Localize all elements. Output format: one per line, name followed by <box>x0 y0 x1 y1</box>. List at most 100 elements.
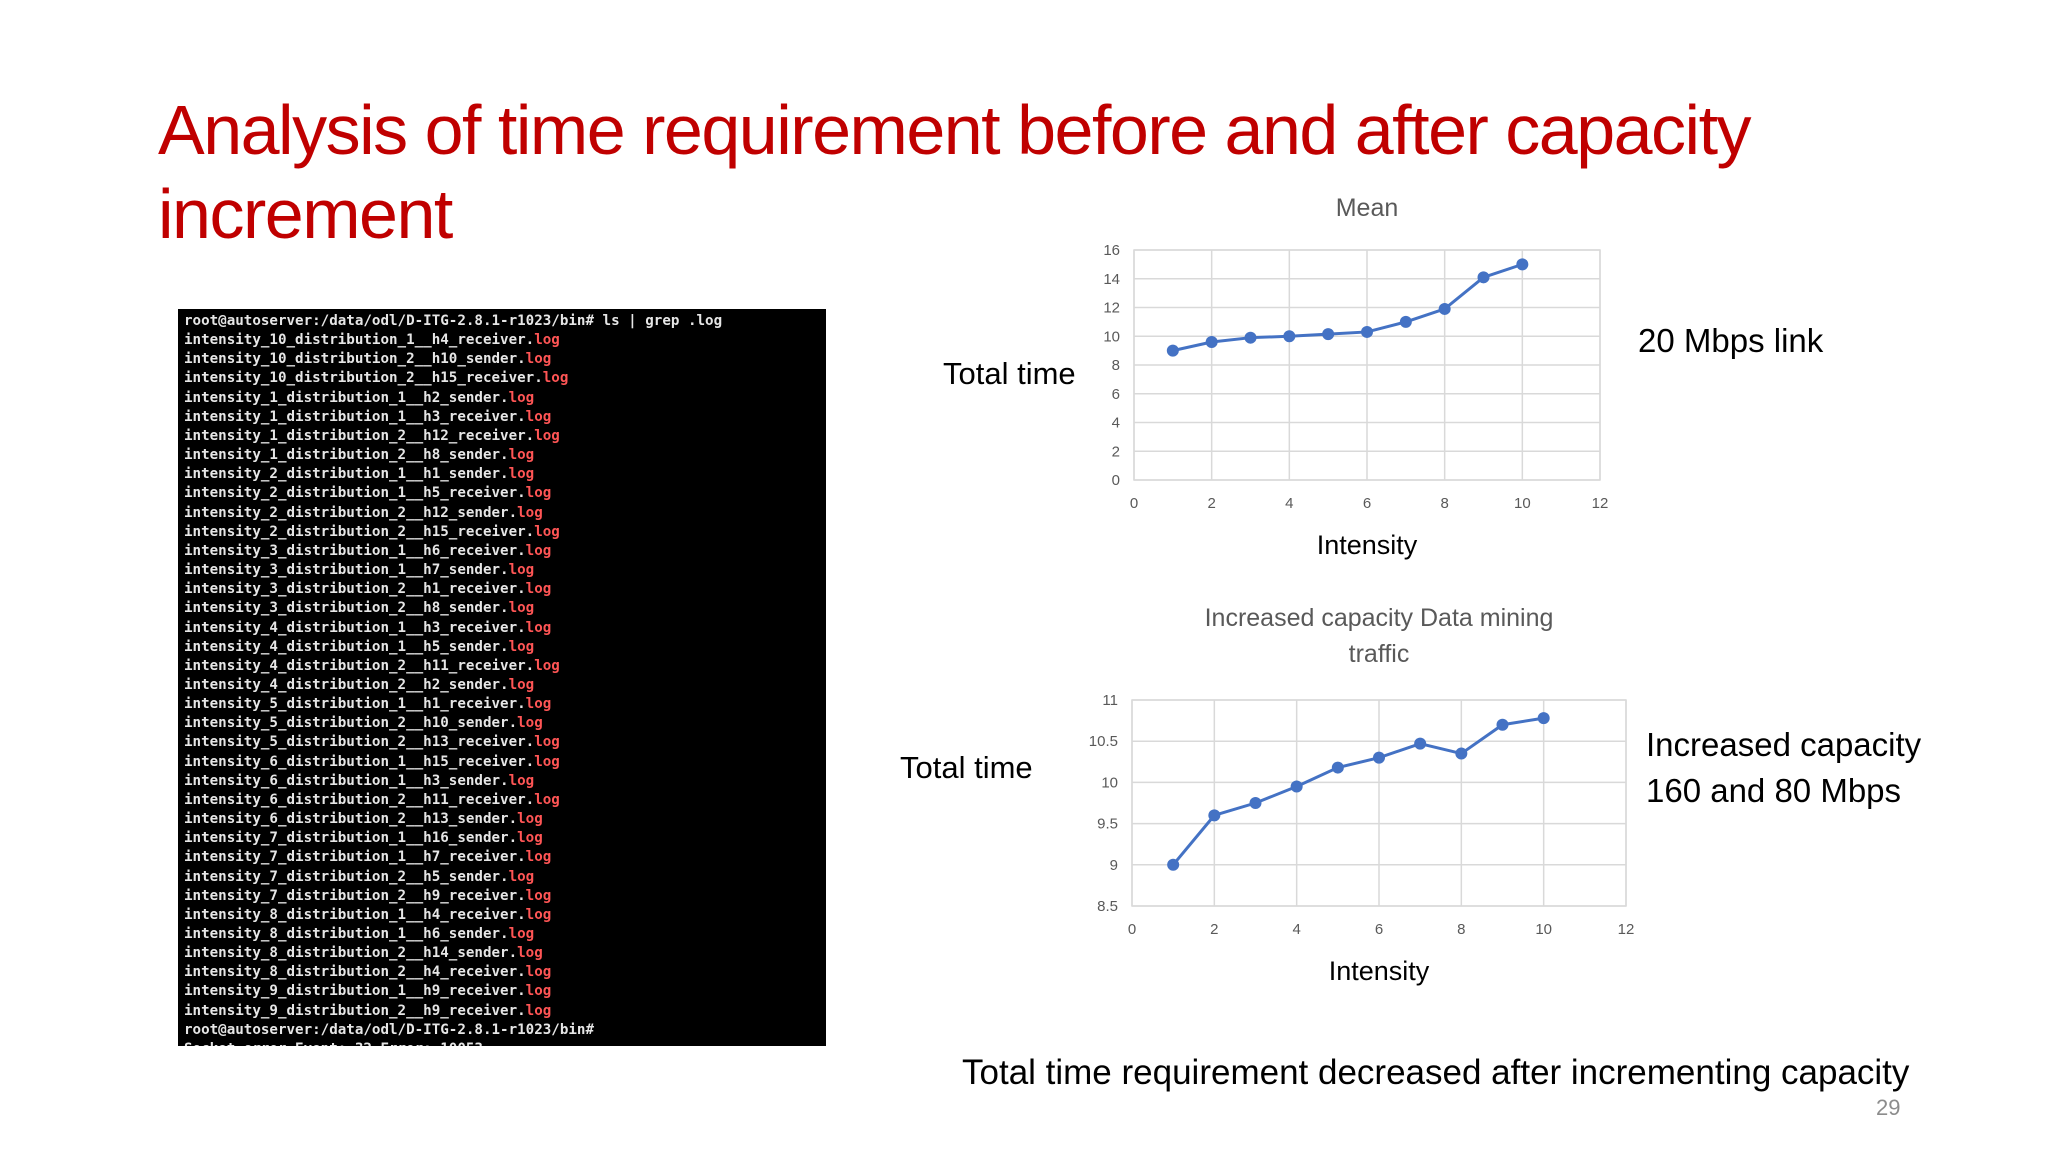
terminal-line-extension: log <box>517 945 543 962</box>
terminal-line: intensity_6_distribution_2__h11_receiver… <box>184 791 826 810</box>
terminal-line: Socket error Event: 32 Error: 10053 <box>184 1040 826 1046</box>
data-point <box>1455 747 1468 760</box>
terminal-line: intensity_8_distribution_1__h6_sender.lo… <box>184 925 826 944</box>
x-tick-label: 6 <box>1375 921 1383 938</box>
terminal-line-extension: log <box>534 753 560 770</box>
terminal-line: intensity_6_distribution_1__h3_sender.lo… <box>184 772 826 791</box>
terminal-line: intensity_10_distribution_2__h15_receive… <box>184 369 826 388</box>
y-tick-label: 6 <box>1112 386 1120 403</box>
mean-chart: Mean 0 2 4 6 8 10 12 14 16 0 2 4 6 8 10 12 Intensity <box>1060 186 1640 566</box>
data-point <box>1167 858 1180 871</box>
terminal-line: intensity_5_distribution_2__h13_receiver… <box>184 733 826 752</box>
terminal-line: intensity_4_distribution_2__h11_receiver… <box>184 657 826 676</box>
x-tick-label: 12 <box>1618 921 1635 938</box>
terminal-line: intensity_3_distribution_1__h6_receiver.… <box>184 542 826 561</box>
data-point <box>1205 336 1218 348</box>
terminal-line: intensity_5_distribution_2__h10_sender.l… <box>184 714 826 733</box>
terminal-line-extension: log <box>517 504 543 521</box>
terminal-line-extension: log <box>508 389 535 406</box>
x-tick-label: 8 <box>1440 495 1448 512</box>
terminal-line-text: root@autoserver:/data/odl/D-ITG-2.8.1-r1… <box>184 313 723 329</box>
terminal-line-extension: log <box>517 811 543 828</box>
y-tick-label: 10 <box>1103 328 1120 345</box>
link-speed-note: 20 Mbps link <box>1638 322 1824 359</box>
terminal-line-text: intensity_5_distribution_2__h13_receiver… <box>184 734 535 751</box>
y-tick-label: 9 <box>1110 857 1118 874</box>
y-tick-label: 10.5 <box>1089 733 1118 750</box>
capacity-note: Increased capacity 160 and 80 Mbps <box>1646 722 1921 814</box>
terminal-line-extension: log <box>542 370 569 387</box>
terminal-line: intensity_5_distribution_1__h1_receiver.… <box>184 695 826 714</box>
terminal-line: intensity_1_distribution_1__h3_receiver.… <box>184 408 826 427</box>
terminal-line-extension: log <box>525 581 552 598</box>
series-line <box>1172 716 1544 866</box>
x-axis-label: Intensity <box>1317 530 1418 560</box>
terminal-line-extension: log <box>534 427 560 444</box>
terminal-line-text: intensity_6_distribution_1__h3_sender. <box>184 772 509 789</box>
terminal-line: intensity_1_distribution_1__h2_sender.lo… <box>184 389 826 408</box>
slide-title: Analysis of time requirement before and … <box>158 91 1752 253</box>
terminal-line-extension: log <box>534 791 560 808</box>
chart-title: Mean <box>1336 194 1399 222</box>
data-point <box>1477 271 1490 284</box>
terminal-line-text: intensity_10_distribution_1__h4_receiver… <box>184 332 535 349</box>
data-point <box>1208 809 1221 822</box>
data-point <box>1399 315 1412 328</box>
terminal-line-text: intensity_10_distribution_2__h15_receive… <box>184 370 543 387</box>
terminal-line-text: intensity_1_distribution_1__h3_receiver. <box>184 408 526 425</box>
terminal-line-text: intensity_1_distribution_1__h2_sender. <box>184 389 509 406</box>
terminal-line-text: intensity_6_distribution_2__h13_sender. <box>184 811 518 828</box>
x-tick-label: 0 <box>1128 921 1136 938</box>
terminal-line: intensity_8_distribution_2__h14_sender.l… <box>184 944 826 963</box>
terminal-line-text: intensity_9_distribution_1__h9_receiver. <box>184 983 526 1000</box>
terminal-line-text: intensity_8_distribution_1__h4_receiver. <box>184 906 526 923</box>
terminal-line: intensity_8_distribution_1__h4_receiver.… <box>184 906 826 925</box>
terminal-line: intensity_3_distribution_1__h7_sender.lo… <box>184 561 826 580</box>
terminal-line-extension: log <box>508 772 535 789</box>
x-tick-label: 0 <box>1130 495 1138 512</box>
terminal-line: intensity_1_distribution_2__h12_receiver… <box>184 427 826 446</box>
x-tick-label: 4 <box>1292 921 1300 938</box>
terminal-line: intensity_10_distribution_1__h4_receiver… <box>184 331 826 350</box>
terminal-line-text: root@autoserver:/data/odl/D-ITG-2.8.1-r1… <box>184 1021 594 1038</box>
y-tick-label: 10 <box>1101 774 1118 791</box>
terminal-line-extension: log <box>534 657 560 674</box>
data-point <box>1516 258 1529 271</box>
terminal-line-text: intensity_6_distribution_1__h15_receiver… <box>184 753 535 770</box>
y-tick-label: 12 <box>1103 300 1120 317</box>
terminal-line-extension: log <box>525 696 552 713</box>
terminal-line-extension: log <box>525 1002 552 1019</box>
terminal-line: intensity_2_distribution_1__h1_sender.lo… <box>184 465 826 484</box>
x-tick-label: 4 <box>1285 495 1293 512</box>
y-tick-label: 2 <box>1112 443 1120 460</box>
terminal-line-extension: log <box>508 600 535 617</box>
terminal-line-text: intensity_5_distribution_2__h10_sender. <box>184 715 518 732</box>
data-point <box>1283 330 1296 343</box>
terminal-line-text: intensity_7_distribution_2__h5_sender. <box>184 868 509 885</box>
terminal-line: intensity_3_distribution_2__h8_sender.lo… <box>184 599 826 618</box>
terminal-line-extension: log <box>525 849 552 866</box>
terminal-line: intensity_1_distribution_2__h8_sender.lo… <box>184 446 826 465</box>
page-number: 29 <box>1876 1095 1901 1120</box>
terminal-line-extension: log <box>508 466 535 483</box>
terminal-line: intensity_7_distribution_2__h5_sender.lo… <box>184 868 826 887</box>
x-tick-label: 6 <box>1363 495 1371 512</box>
terminal-line: intensity_8_distribution_2__h4_receiver.… <box>184 963 826 982</box>
terminal-line-text: intensity_9_distribution_2__h9_receiver. <box>184 1002 526 1019</box>
capacity-note-line-1: Increased capacity <box>1646 726 1922 763</box>
terminal-line-text: intensity_10_distribution_2__h10_sender. <box>184 351 526 368</box>
terminal-line-text: intensity_4_distribution_2__h11_receiver… <box>184 657 535 674</box>
terminal-line-extension: log <box>525 408 552 425</box>
chart2-ylabel: Total time <box>900 750 1033 785</box>
terminal-line-text: intensity_8_distribution_2__h14_sender. <box>184 945 518 962</box>
terminal-line-extension: log <box>508 562 535 579</box>
y-tick-label: 14 <box>1103 271 1120 288</box>
terminal-line-text: intensity_8_distribution_2__h4_receiver. <box>184 964 526 981</box>
terminal-line-text: intensity_7_distribution_1__h7_receiver. <box>184 849 526 866</box>
terminal-line-text: intensity_2_distribution_1__h1_sender. <box>184 466 509 483</box>
terminal-line-extension: log <box>508 676 535 693</box>
terminal-line-extension: log <box>508 868 535 885</box>
terminal-line-extension: log <box>525 887 552 904</box>
terminal-line: intensity_2_distribution_1__h5_receiver.… <box>184 484 826 503</box>
terminal-line: intensity_6_distribution_1__h15_receiver… <box>184 753 826 772</box>
